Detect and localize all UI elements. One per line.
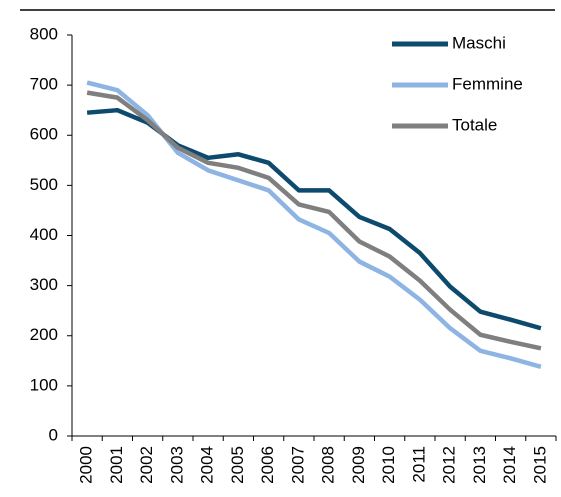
x-tick-label: 2013: [470, 446, 489, 484]
legend-label: Totale: [452, 115, 497, 134]
y-tick-label: 400: [30, 225, 58, 244]
x-tick-label: 2001: [107, 446, 126, 484]
y-tick-label: 800: [30, 24, 58, 43]
x-tick-label: 2012: [440, 446, 459, 484]
x-tick-label: 2009: [349, 446, 368, 484]
x-tick-label: 2006: [258, 446, 277, 484]
legend-label: Femmine: [452, 74, 523, 93]
legend-label: Maschi: [452, 33, 506, 52]
x-tick-label: 2014: [500, 446, 519, 484]
x-tick-label: 2004: [198, 446, 217, 484]
x-tick-label: 2002: [137, 446, 156, 484]
y-tick-label: 200: [30, 325, 58, 344]
y-tick-label: 0: [49, 425, 58, 444]
series-line: [86, 90, 542, 351]
x-tick-label: 2005: [228, 446, 247, 484]
x-tick-label: 2003: [167, 446, 186, 484]
y-tick-label: 100: [30, 375, 58, 394]
y-tick-label: 600: [30, 125, 58, 144]
series-line: [86, 107, 542, 331]
y-tick-label: 300: [30, 275, 58, 294]
x-tick-label: 2000: [77, 446, 96, 484]
x-tick-label: 2007: [288, 446, 307, 484]
y-tick-label: 700: [30, 75, 58, 94]
x-tick-label: 2010: [379, 446, 398, 484]
x-tick-label: 2011: [409, 446, 428, 483]
x-tick-label: 2015: [530, 446, 549, 484]
y-tick-label: 500: [30, 175, 58, 194]
x-tick-label: 2008: [319, 446, 338, 484]
